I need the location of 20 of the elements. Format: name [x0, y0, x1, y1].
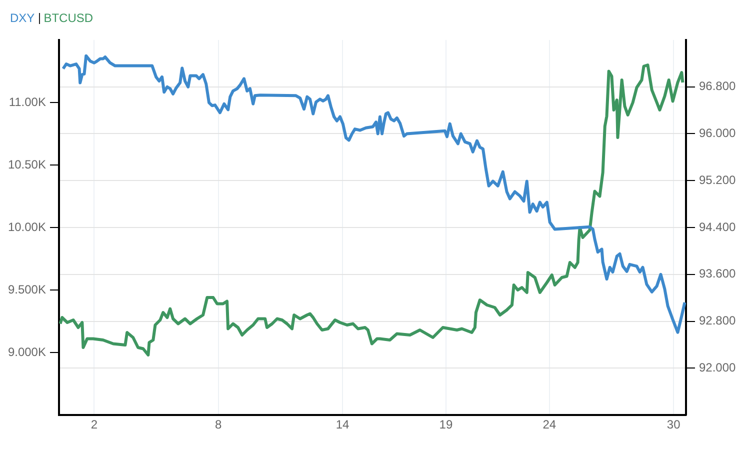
y2-tick-label: 92.000	[699, 360, 736, 374]
y-tick-label: 10.50K	[8, 157, 46, 172]
x-tick-label: 19	[439, 418, 453, 432]
y-tick-label: 9.000K	[8, 344, 46, 359]
y2-tick-label: 95.200	[699, 172, 736, 187]
y-tick-label: 11.00K	[8, 94, 46, 109]
x-tick-label: 8	[214, 418, 222, 432]
text: DXY	[10, 11, 35, 25]
x-tick-label: 30	[666, 418, 681, 432]
y-tick-label: 10.00K	[8, 220, 46, 234]
y2-tick-label: 96.000	[699, 126, 736, 140]
x-tick-label: 24	[542, 418, 556, 432]
y2-tick-label: 92.800	[699, 314, 736, 328]
y2-tick-label: 93.600	[699, 266, 736, 281]
text: BTCUSD	[44, 11, 94, 25]
x-tick-label: 2	[90, 418, 98, 432]
y-tick-label: 9.500K	[8, 282, 46, 296]
x-tick-label: 14	[336, 418, 350, 432]
y2-tick-label: 96.800	[699, 79, 736, 94]
y2-tick-label: 94.400	[699, 220, 736, 234]
